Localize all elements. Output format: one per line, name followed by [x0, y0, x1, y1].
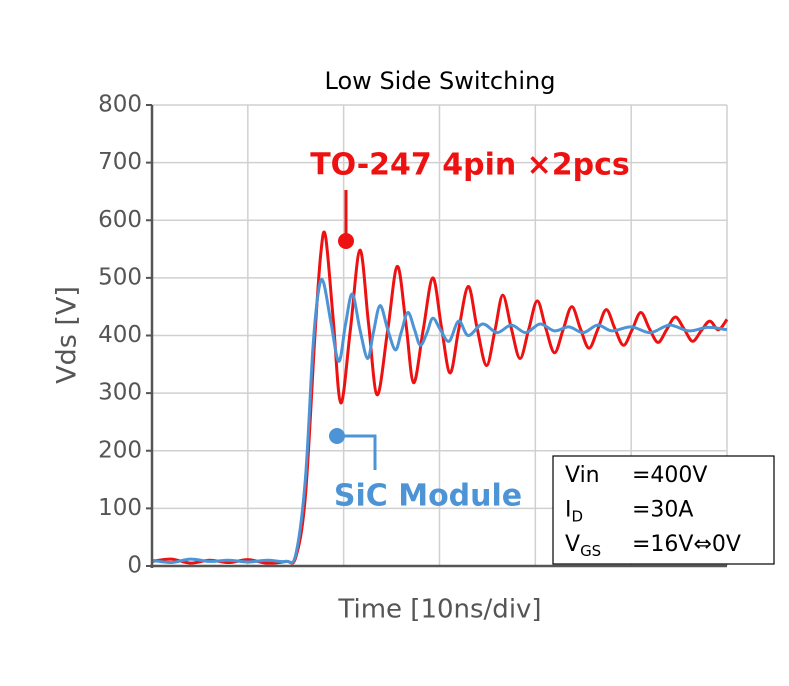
y-tick-label: 100	[98, 495, 142, 521]
y-tick-label: 800	[98, 92, 142, 118]
y-tick-label: 600	[98, 207, 142, 233]
condition-subscript: GS	[580, 542, 601, 560]
legend-label: TO-247 4pin ×2pcs	[310, 148, 630, 183]
y-tick-label: 500	[98, 264, 142, 290]
annotations: TO-247 4pin ×2pcs SiC Module	[310, 148, 630, 514]
y-tick-label: 400	[98, 322, 142, 348]
y-tick-label: 200	[98, 437, 142, 463]
annotation-dot	[338, 233, 354, 249]
condition-label: ID	[565, 498, 583, 526]
condition-value: =16V⇔0V	[632, 532, 741, 557]
y-axis-label: Vds [V]	[52, 286, 83, 384]
conditions: Vin =400V ID =30A VGS =16V⇔0V	[565, 463, 741, 560]
condition-symbol: V	[565, 532, 580, 557]
y-tick-label: 0	[127, 553, 142, 579]
conditions-box	[552, 455, 775, 565]
condition-symbol: I	[565, 498, 572, 523]
annotation-leader	[343, 434, 377, 470]
y-tick-label: 300	[98, 380, 142, 406]
series-line	[151, 277, 728, 565]
lines	[151, 230, 729, 565]
condition-value: =400V	[632, 463, 707, 488]
grid	[146, 104, 728, 567]
chart-title: Low Side Switching	[325, 67, 556, 95]
annotation-dot	[329, 428, 345, 444]
condition-label: VGS	[565, 532, 601, 560]
legend-label: SiC Module	[334, 479, 522, 514]
x-axis-label: Time [10ns/div]	[337, 595, 541, 625]
condition-symbol: Vin	[565, 463, 600, 488]
condition-subscript: D	[572, 507, 584, 525]
condition-value: =30A	[632, 498, 693, 523]
y-tick-label: 700	[98, 149, 142, 175]
condition-label: Vin	[565, 463, 600, 488]
